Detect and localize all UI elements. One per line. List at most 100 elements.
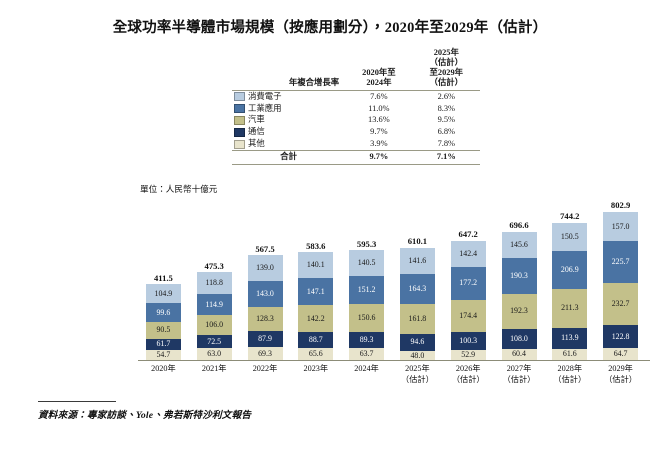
bar-segment[interactable]: 94.6	[399, 333, 435, 352]
bar-segment[interactable]: 161.8	[399, 303, 435, 334]
bar-segment[interactable]: 108.0	[501, 328, 537, 349]
x-axis-label-year: 2022年	[252, 364, 278, 373]
bar-segment[interactable]: 61.7	[145, 338, 181, 350]
bar-segment[interactable]: 147.1	[298, 278, 334, 306]
bar-segment[interactable]: 174.4	[450, 299, 486, 332]
cagr-col1-header-line1: 2020年至	[362, 67, 396, 77]
cagr-table-head: 年複合增長率 2020年至 2024年 2025年 （估計） 至2029年 （估…	[232, 48, 480, 91]
cagr-value-2020-2024: 9.7%	[370, 127, 388, 137]
bar-segment[interactable]: 142.4	[450, 240, 486, 267]
x-axis-label: 2028年 （估計）	[544, 363, 595, 385]
bar-segment[interactable]: 164.3	[399, 273, 435, 304]
bar-segment[interactable]: 150.5	[552, 222, 588, 251]
x-axis-label-estimate: （估計）	[502, 375, 536, 385]
legend-swatch-icon	[234, 139, 245, 149]
cagr-row: 工業應用 11.0% 8.3%	[232, 103, 480, 115]
bar-segment[interactable]: 141.6	[399, 247, 435, 274]
x-axis-label-estimate: （估計）	[604, 375, 637, 385]
stacked-bar[interactable]: 150.5 206.9 211.3 113.9 61.6	[552, 222, 588, 360]
stacked-bar[interactable]: 142.4 177.2 174.4 100.3 52.9	[450, 240, 486, 360]
bar-group[interactable]: 583.6 140.1 147.1 142.2 88.7 65.6	[298, 242, 334, 360]
stacked-bar[interactable]: 140.1 147.1 142.2 88.7 65.6	[298, 252, 334, 360]
cagr-row: 消費電子 7.6% 2.6%	[232, 90, 480, 102]
bar-segment[interactable]: 190.3	[501, 258, 537, 294]
bar-segment[interactable]: 106.0	[196, 315, 232, 335]
bar-segment[interactable]: 177.2	[450, 266, 486, 300]
bar-segment[interactable]: 90.5	[145, 321, 181, 339]
bar-segment[interactable]: 232.7	[603, 282, 639, 326]
bar-segment[interactable]: 69.3	[247, 347, 283, 360]
bar-total-label: 475.3	[204, 260, 224, 271]
bar-segment[interactable]: 48.0	[399, 351, 435, 360]
x-axis-label: 2026年 （估計）	[443, 363, 494, 385]
bar-segment[interactable]: 113.9	[552, 327, 588, 349]
bar-segment[interactable]: 64.7	[603, 348, 639, 360]
stacked-bar[interactable]: 140.5 151.2 150.6 89.3 63.7	[349, 250, 385, 360]
cagr-category-cell: 工業應用	[232, 103, 345, 115]
stacked-bar[interactable]: 141.6 164.3 161.8 94.6 48.0	[399, 247, 435, 360]
stacked-bar[interactable]: 104.9 99.6 90.5 61.7 54.7	[145, 284, 181, 360]
cagr-row: 通信 9.7% 6.8%	[232, 126, 480, 138]
bar-segment[interactable]: 145.6	[501, 231, 537, 259]
bar-segment[interactable]: 88.7	[298, 331, 334, 348]
bar-group[interactable]: 411.5 104.9 99.6 90.5 61.7 54.7	[145, 273, 181, 360]
bar-segment[interactable]: 140.5	[349, 250, 385, 277]
cagr-col2-header: 2025年 （估計） 至2029年 （估計）	[412, 48, 480, 91]
bar-segment[interactable]: 65.6	[298, 347, 334, 360]
stacked-bar[interactable]: 157.0 225.7 232.7 122.8 64.7	[603, 212, 639, 360]
bar-segment[interactable]: 87.9	[247, 331, 283, 348]
cagr-category-cell: 汽車	[232, 114, 345, 126]
stacked-bar[interactable]: 139.0 143.0 128.3 87.9 69.3	[247, 255, 283, 360]
bar-segment[interactable]: 104.9	[145, 284, 181, 304]
bar-segment[interactable]: 225.7	[603, 240, 639, 283]
bar-segment[interactable]: 99.6	[145, 303, 181, 322]
cagr-value-2020-2024: 7.6%	[370, 91, 388, 101]
bar-segment[interactable]: 140.1	[298, 252, 334, 279]
bar-segment[interactable]: 128.3	[247, 307, 283, 331]
legend-swatch-icon	[234, 104, 245, 114]
x-axis-label-year: 2027年	[506, 364, 532, 373]
bar-segment[interactable]: 63.0	[196, 348, 232, 360]
bar-group[interactable]: 802.9 157.0 225.7 232.7 122.8 64.7	[603, 201, 639, 360]
bar-segment[interactable]: 157.0	[603, 212, 639, 241]
bar-segment[interactable]: 143.0	[247, 281, 283, 308]
bar-group[interactable]: 595.3 140.5 151.2 150.6 89.3 63.7	[349, 240, 385, 360]
bar-group[interactable]: 647.2 142.4 177.2 174.4 100.3 52.9	[450, 229, 486, 360]
cagr-row: 其他 3.9% 7.8%	[232, 138, 480, 150]
bar-segment[interactable]: 151.2	[349, 276, 385, 305]
bar-segment[interactable]: 118.8	[196, 272, 232, 295]
bar-group[interactable]: 696.6 145.6 190.3 192.3 108.0 60.4	[501, 221, 537, 360]
bar-segment[interactable]: 89.3	[349, 331, 385, 349]
x-axis-label-estimate: （估計）	[401, 375, 434, 385]
bar-segment[interactable]: 150.6	[349, 304, 385, 332]
bar-segment[interactable]: 63.7	[349, 348, 385, 360]
stacked-bar[interactable]: 118.8 114.9 106.0 72.5 63.0	[196, 272, 232, 360]
bar-segment[interactable]: 192.3	[501, 293, 537, 329]
bar-segment[interactable]: 122.8	[603, 325, 639, 349]
bar-group[interactable]: 567.5 139.0 143.0 128.3 87.9 69.3	[247, 245, 283, 360]
bar-group[interactable]: 610.1 141.6 164.3 161.8 94.6 48.0	[399, 237, 435, 360]
cagr-category-cell: 其他	[232, 138, 345, 150]
bar-segment[interactable]: 114.9	[196, 294, 232, 316]
bar-segment[interactable]: 54.7	[145, 349, 181, 360]
bar-segment[interactable]: 142.2	[298, 305, 334, 332]
x-axis-label: 2027年 （估計）	[494, 363, 545, 385]
x-axis-label: 2029年 （估計）	[595, 363, 646, 385]
x-axis-label-year: 2020年	[151, 364, 176, 373]
bar-segment[interactable]: 211.3	[552, 288, 588, 328]
bar-total-label: 647.2	[458, 229, 478, 240]
bar-group[interactable]: 744.2 150.5 206.9 211.3 113.9 61.6	[552, 212, 588, 360]
cagr-value-2025-2029: 9.5%	[437, 115, 456, 125]
bar-segment[interactable]: 60.4	[501, 348, 537, 360]
bar-group[interactable]: 475.3 118.8 114.9 106.0 72.5 63.0	[196, 260, 232, 360]
cagr-value-2020-2024: 11.0%	[368, 103, 390, 113]
bar-segment[interactable]: 72.5	[196, 334, 232, 349]
bar-segment[interactable]: 206.9	[552, 250, 588, 289]
bar-segment[interactable]: 61.6	[552, 348, 588, 360]
cagr-value-2025-2029: 2.6%	[437, 91, 456, 101]
stacked-bar[interactable]: 145.6 190.3 192.3 108.0 60.4	[501, 231, 537, 360]
bar-segment[interactable]: 139.0	[247, 255, 283, 282]
x-axis-label-year: 2024年	[354, 364, 379, 373]
bar-segment[interactable]: 100.3	[450, 331, 486, 351]
bar-segment[interactable]: 52.9	[450, 350, 486, 360]
